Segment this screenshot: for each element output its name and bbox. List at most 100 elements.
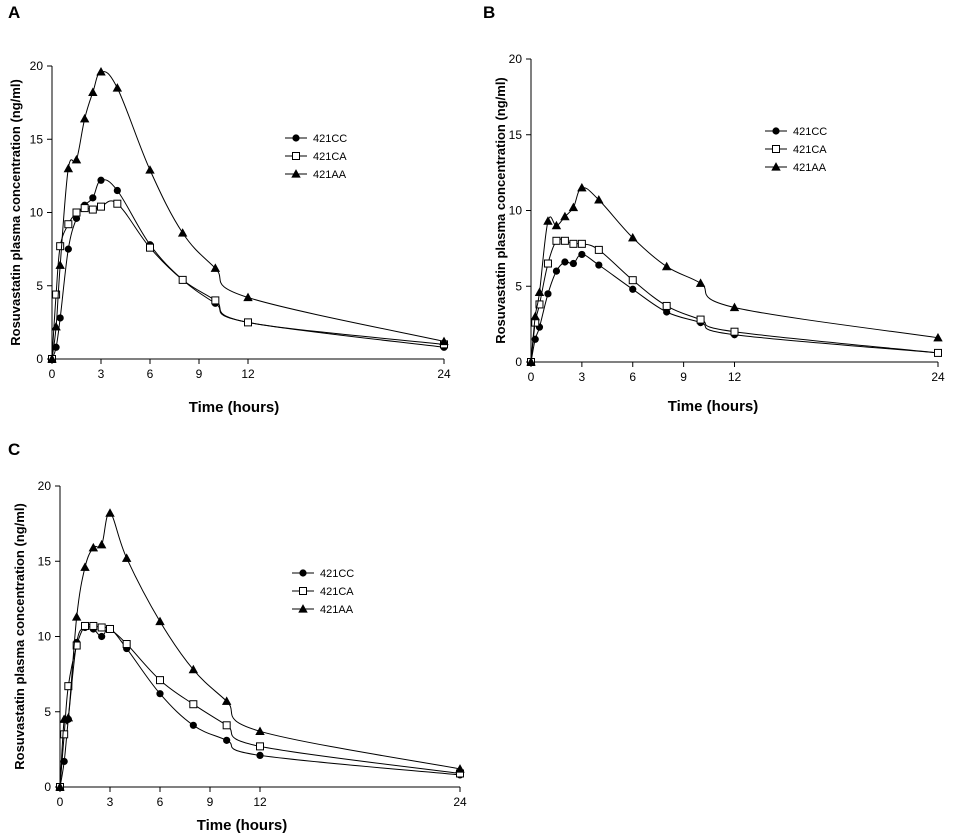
series-line (51, 179, 445, 360)
data-point-triangle (695, 278, 706, 287)
data-point-triangle (526, 357, 536, 366)
data-point-circle (89, 194, 97, 202)
data-point-square (569, 239, 578, 248)
data-point-triangle (55, 782, 65, 791)
data-point-circle (544, 290, 552, 298)
data-point-triangle (530, 311, 540, 321)
x-tick-label: 12 (253, 795, 267, 809)
series-line (59, 625, 461, 788)
data-point-square (64, 682, 73, 691)
y-tick-label: 10 (38, 630, 52, 644)
data-point-triangle (96, 67, 106, 76)
y-tick-label: 15 (30, 132, 44, 146)
data-point-square (594, 245, 603, 254)
data-point-triangle (177, 228, 188, 237)
legend-marker-square (299, 587, 307, 595)
legend-marker-triangle (298, 604, 308, 613)
data-point-circle (629, 285, 637, 293)
y-axis-title: Rosuvastatin plasma concentration (ng/ml… (8, 79, 23, 346)
panel-b: B 0 5 10 15 20 0 3 6 9 12 24 Time (hours) Rosuvastati… (483, 3, 945, 415)
data-point-square (88, 205, 97, 214)
data-point-triangle (88, 542, 99, 552)
data-point-triangle (243, 292, 253, 302)
legend-marker-triangle (291, 169, 301, 178)
data-point-circle (223, 736, 231, 744)
data-point-triangle (729, 302, 740, 312)
legend-marker-circle (292, 134, 300, 142)
data-point-square (560, 236, 569, 245)
data-point-square (81, 621, 89, 630)
series-421aa (526, 182, 943, 366)
series-line (51, 200, 445, 360)
series-421aa (55, 508, 465, 791)
data-point-circle (56, 314, 64, 322)
data-point-circle (97, 176, 105, 184)
data-point-circle (578, 250, 586, 259)
data-point-square (64, 220, 73, 229)
x-tick-label: 9 (196, 367, 203, 381)
series-421cc (48, 176, 448, 363)
data-point-triangle (188, 664, 199, 674)
x-tick-label: 0 (528, 370, 535, 384)
data-point-square (72, 208, 81, 217)
data-point-triangle (80, 562, 90, 571)
data-point-triangle (55, 260, 65, 269)
data-point-square (80, 204, 89, 213)
legend: 421CC 421CA 421AA (765, 126, 827, 174)
x-axis-title: Time (hours) (668, 398, 759, 415)
data-point-square (189, 700, 198, 709)
data-point-triangle (534, 287, 545, 296)
y-tick-label: 10 (509, 204, 523, 218)
data-point-triangle (63, 163, 74, 173)
data-point-circle (256, 751, 264, 759)
x-tick-label: 12 (241, 367, 255, 381)
data-point-square (934, 348, 942, 357)
data-point-triangle (543, 216, 553, 225)
data-point-triangle (71, 154, 82, 164)
data-point-triangle (47, 354, 57, 363)
data-point-triangle (568, 202, 579, 212)
data-point-triangle (577, 182, 587, 192)
y-tick-label: 20 (509, 52, 523, 66)
data-point-triangle (933, 332, 943, 342)
data-point-square (146, 243, 154, 252)
data-point-square (52, 290, 61, 299)
data-point-square (97, 623, 106, 632)
legend-label: 421CC (793, 126, 827, 138)
legend-marker-square (292, 152, 300, 160)
series-421ca (48, 199, 448, 363)
legend: 421CC 421CA 421AA (292, 568, 354, 616)
y-tick-label: 0 (36, 352, 43, 366)
legend-label: 421AA (313, 169, 347, 181)
legend-marker-square (772, 145, 780, 153)
x-tick-label: 24 (453, 795, 467, 809)
data-point-square (72, 641, 81, 650)
data-point-square (244, 318, 252, 327)
data-point-square (696, 315, 705, 324)
y-tick-label: 5 (44, 705, 51, 719)
series-421ca (56, 621, 464, 791)
data-point-triangle (121, 553, 132, 562)
data-point-circle (569, 259, 577, 268)
data-point-square (730, 327, 739, 336)
data-point-circle (156, 690, 164, 698)
series-421cc (56, 623, 464, 791)
data-point-circle (189, 721, 197, 729)
series-line (530, 238, 939, 363)
series-421aa (47, 67, 449, 363)
legend-marker-triangle (771, 162, 781, 171)
x-axis-title: Time (hours) (197, 817, 288, 834)
data-point-triangle (255, 726, 265, 735)
data-point-triangle (63, 712, 74, 722)
x-tick-label: 3 (107, 795, 114, 809)
x-tick-label: 24 (931, 370, 945, 384)
x-tick-label: 9 (680, 370, 687, 384)
y-axis-title: Rosuvastatin plasma concentration (ng/ml… (493, 77, 508, 344)
data-point-triangle (661, 261, 672, 271)
legend-label: 421AA (793, 162, 827, 174)
x-tick-label: 12 (728, 370, 742, 384)
data-point-square (60, 730, 69, 739)
y-tick-label: 15 (38, 554, 52, 568)
data-point-square (89, 621, 98, 630)
